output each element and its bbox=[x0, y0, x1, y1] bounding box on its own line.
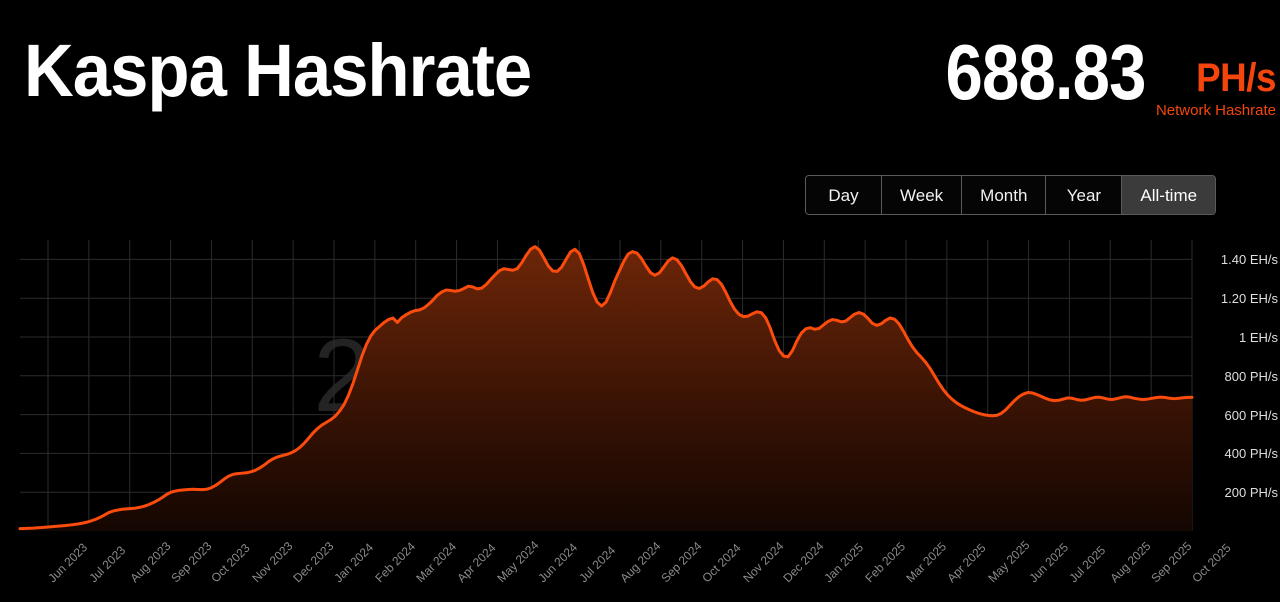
x-axis-tick: Sep 2025 bbox=[1148, 538, 1195, 586]
page-title: Kaspa Hashrate bbox=[24, 29, 532, 112]
x-axis-tick: Nov 2023 bbox=[249, 538, 296, 586]
range-selector[interactable]: Day Week Month Year All-time bbox=[805, 175, 1217, 215]
x-axis-tick: Sep 2024 bbox=[658, 538, 705, 586]
hashrate-caption: Network Hashrate bbox=[1155, 102, 1276, 119]
x-axis-tick: Sep 2023 bbox=[167, 538, 215, 586]
x-axis-tick: Aug 2024 bbox=[617, 538, 664, 586]
x-axis-tick: Nov 2024 bbox=[739, 538, 787, 586]
x-axis-tick: Jan 2025 bbox=[821, 540, 867, 586]
range-button-week[interactable]: Week bbox=[882, 176, 963, 214]
x-axis-tick: Apr 2024 bbox=[453, 540, 499, 586]
range-button-year[interactable]: Year bbox=[1046, 176, 1123, 214]
x-axis-tick: Apr 2025 bbox=[944, 540, 989, 586]
network-hashrate-stat: 688.83 PH/s Network Hashrate bbox=[913, 28, 1277, 140]
x-axis-tick: Jul 2025 bbox=[1066, 543, 1109, 586]
x-axis-tick: Jun 2023 bbox=[45, 540, 91, 586]
range-button-day[interactable]: Day bbox=[806, 176, 882, 214]
x-axis-tick: Jun 2025 bbox=[1025, 540, 1071, 586]
x-axis-tick: Jul 2023 bbox=[86, 543, 129, 586]
x-axis-tick: Oct 2025 bbox=[1189, 540, 1234, 586]
hashrate-unit-block: PH/s Network Hashrate bbox=[1155, 30, 1277, 121]
x-axis-tick: Aug 2023 bbox=[126, 538, 174, 586]
x-axis-tick: Aug 2025 bbox=[1107, 538, 1154, 586]
y-axis-tick: 200 PH/s bbox=[1224, 485, 1278, 501]
x-axis-tick: May 2024 bbox=[494, 538, 542, 586]
x-axis-tick: Jul 2024 bbox=[576, 543, 619, 586]
x-axis-tick: Mar 2025 bbox=[903, 539, 950, 586]
y-axis-tick: 400 PH/s bbox=[1224, 446, 1278, 462]
y-axis-labels: 1.40 EH/s 1.20 EH/s 1 EH/s 800 PH/s 600 PH/s… bbox=[1200, 232, 1280, 532]
x-axis-tick: May 2025 bbox=[984, 538, 1033, 586]
x-axis-tick: Jan 2024 bbox=[331, 540, 377, 586]
x-axis-tick: Oct 2024 bbox=[698, 540, 744, 586]
x-axis-tick: Mar 2024 bbox=[412, 539, 459, 586]
x-axis-labels: Jun 2023 Jul 2023 Aug 2023 Sep 2023 Oct 2023… bbox=[0, 530, 1280, 602]
range-button-all-time[interactable]: All-time bbox=[1122, 176, 1216, 214]
y-axis-tick: 1.40 EH/s bbox=[1220, 252, 1278, 268]
x-axis-tick: Jun 2024 bbox=[535, 540, 581, 586]
range-button-month[interactable]: Month bbox=[962, 176, 1047, 214]
y-axis-tick: 1.20 EH/s bbox=[1220, 291, 1278, 307]
hashrate-chart[interactable]: 2Miners.com 1.40 EH/s1.20 EH/s1 EH/s800 … bbox=[0, 232, 1280, 602]
y-axis-tick: 1 EH/s bbox=[1238, 330, 1278, 345]
x-axis-tick: Oct 2023 bbox=[208, 540, 254, 586]
chart-canvas bbox=[18, 240, 1194, 531]
y-axis-tick: 600 PH/s bbox=[1224, 407, 1278, 423]
hashrate-unit: PH/s bbox=[1196, 56, 1276, 100]
y-axis-tick: 800 PH/s bbox=[1224, 368, 1278, 384]
x-axis-tick: Dec 2023 bbox=[290, 538, 337, 586]
x-axis-tick: Feb 2025 bbox=[862, 539, 909, 586]
hashrate-value: 688.83 bbox=[945, 28, 1147, 116]
x-axis-tick: Feb 2024 bbox=[372, 539, 418, 586]
x-axis-tick: Dec 2024 bbox=[780, 538, 827, 586]
